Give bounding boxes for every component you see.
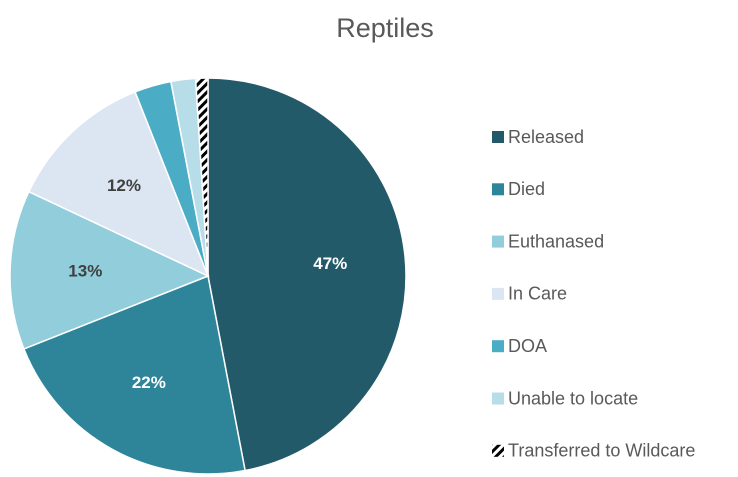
legend-label: Unable to locate	[508, 388, 638, 408]
data-label: 47%	[313, 254, 347, 273]
legend-label: In Care	[508, 284, 567, 304]
data-label: 22%	[132, 373, 166, 392]
legend-swatch	[492, 444, 504, 457]
data-label: 13%	[68, 262, 102, 281]
pie-slice	[207, 77, 407, 472]
pie-slice	[27, 90, 210, 278]
chart-title: Reptiles	[336, 13, 434, 43]
legend-swatch	[492, 287, 504, 300]
data-label: 12%	[107, 176, 141, 195]
pie-slice	[22, 274, 246, 475]
legend-label: Released	[508, 127, 584, 147]
pie-slice	[9, 190, 210, 350]
legend-label: DOA	[508, 336, 547, 356]
legend-label: Transferred to Wildcare	[508, 441, 695, 461]
pie-slice	[194, 77, 209, 277]
legend-swatch	[492, 235, 504, 248]
legend-swatch	[492, 392, 504, 405]
legend-label: Died	[508, 179, 545, 199]
legend-swatch	[492, 340, 504, 353]
legend-swatch	[492, 183, 504, 196]
legend-swatch	[492, 131, 504, 143]
legend-label: Euthanased	[508, 231, 604, 251]
